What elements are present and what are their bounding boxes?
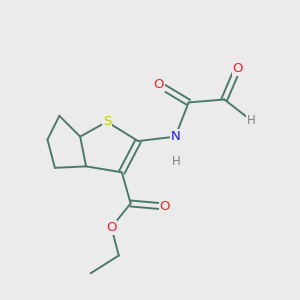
Text: O: O bbox=[106, 221, 117, 234]
Text: S: S bbox=[103, 115, 111, 128]
Text: N: N bbox=[170, 130, 180, 143]
Text: H: H bbox=[247, 114, 255, 127]
Text: O: O bbox=[232, 62, 243, 75]
Text: H: H bbox=[172, 155, 181, 168]
Text: O: O bbox=[154, 78, 164, 91]
Text: O: O bbox=[160, 200, 170, 213]
